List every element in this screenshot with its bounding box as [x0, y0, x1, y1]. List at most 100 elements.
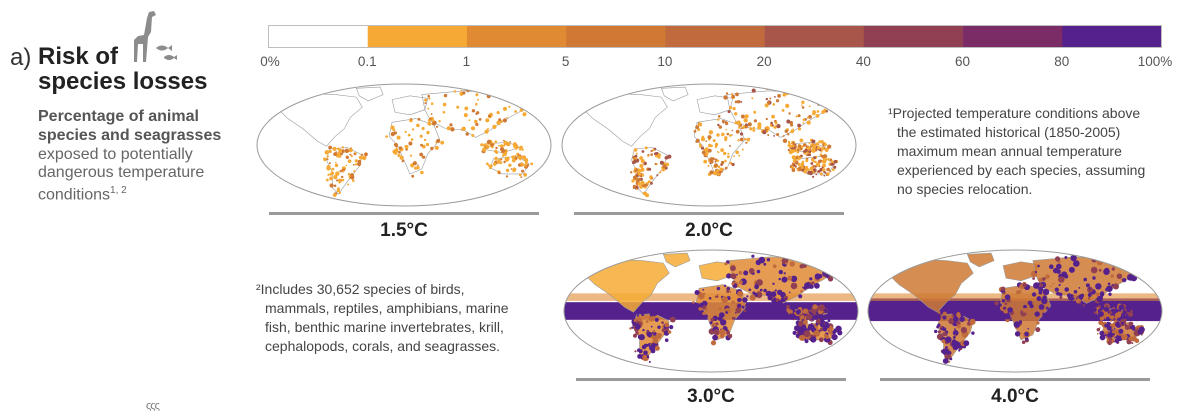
exposure-patch: [1001, 299, 1006, 303]
exposure-patch: [709, 170, 714, 175]
colorbar-tick-label: 60: [955, 54, 971, 69]
exposure-patch: [733, 155, 735, 157]
exposure-patch: [777, 289, 783, 295]
exposure-patch: [814, 282, 820, 289]
exposure-patch: [390, 132, 395, 137]
continent-greenland: [966, 252, 995, 268]
exposure-patch: [705, 308, 708, 312]
exposure-patch: [719, 328, 726, 336]
exposure-patch: [342, 170, 345, 173]
exposure-patch: [742, 125, 746, 129]
exposure-patch: [698, 306, 703, 311]
exposure-patch: [792, 142, 795, 144]
exposure-patch: [494, 156, 498, 161]
exposure-patch: [798, 294, 803, 299]
exposure-patch: [1037, 264, 1040, 268]
exposure-patch: [521, 148, 524, 151]
exposure-patch: [716, 133, 720, 137]
exposure-patch: [1128, 321, 1133, 327]
exposure-patch: [653, 314, 656, 317]
exposure-patch: [811, 139, 816, 144]
exposure-patch: [826, 172, 830, 176]
exposure-patch: [700, 137, 706, 142]
exposure-patch: [718, 125, 722, 129]
exposure-patch: [1131, 326, 1136, 331]
exposure-patch: [971, 331, 975, 335]
exposure-patch: [784, 297, 787, 300]
map-baseline: [574, 212, 844, 215]
exposure-patch: [946, 351, 950, 355]
exposure-patch: [1118, 306, 1122, 310]
exposure-patch: [790, 123, 794, 127]
exposure-patch: [648, 360, 651, 363]
footnote-1-line1: ¹Projected temperature conditions above: [888, 105, 1141, 121]
exposure-patch: [1139, 263, 1144, 268]
exposure-patch: [509, 94, 513, 98]
exposure-patch: [748, 268, 755, 274]
exposure-patch: [708, 297, 712, 300]
exposure-patch: [807, 146, 811, 150]
exposure-patch: [777, 300, 783, 307]
exposure-patch: [631, 161, 635, 165]
exposure-patch: [727, 152, 730, 155]
exposure-patch: [404, 144, 409, 149]
exposure-patch: [506, 116, 508, 119]
exposure-patch: [803, 169, 807, 174]
exposure-patch: [815, 142, 820, 146]
exposure-patch: [350, 147, 352, 149]
colorbar-segment: [665, 25, 765, 48]
exposure-patch: [1128, 336, 1133, 341]
exposure-patch: [744, 114, 749, 119]
exposure-patch: [642, 328, 645, 332]
exposure-patch: [636, 177, 641, 182]
exposure-patch: [838, 101, 842, 104]
exposure-patch: [960, 319, 964, 322]
exposure-patch: [669, 325, 674, 330]
exposure-patch: [730, 93, 733, 96]
exposure-patch: [342, 150, 345, 154]
exposure-patch: [751, 254, 755, 258]
exposure-patch: [470, 126, 476, 131]
exposure-patch: [357, 159, 362, 164]
exposure-patch: [482, 147, 487, 152]
exposure-patch: [649, 345, 655, 351]
exposure-patch: [1099, 334, 1106, 341]
exposure-patch: [956, 324, 961, 329]
exposure-patch: [511, 155, 515, 159]
exposure-patch: [1019, 332, 1022, 335]
exposure-patch: [326, 164, 331, 170]
exposure-patch: [738, 154, 741, 157]
exposure-patch: [808, 142, 811, 145]
exposure-patch: [426, 130, 430, 135]
exposure-patch: [1118, 328, 1124, 334]
exposure-patch: [772, 282, 775, 285]
exposure-patch: [724, 166, 728, 170]
exposure-patch: [631, 179, 635, 183]
exposure-patch: [754, 284, 759, 290]
exposure-patch: [1108, 337, 1113, 341]
exposure-patch: [771, 124, 774, 127]
exposure-patch: [644, 183, 648, 187]
exposure-patch: [500, 158, 503, 161]
exposure-patch: [639, 163, 644, 168]
exposure-patch: [714, 163, 718, 168]
colorbar: [268, 25, 1162, 48]
exposure-patch: [725, 92, 729, 95]
exposure-patch: [795, 156, 799, 159]
exposure-patch: [361, 153, 364, 156]
exposure-patch: [461, 126, 466, 131]
exposure-patch: [773, 125, 777, 129]
exposure-patch: [714, 145, 718, 148]
exposure-patch: [778, 277, 781, 281]
exposure-patch: [942, 311, 947, 316]
exposure-patch: [783, 272, 786, 275]
exposure-patch: [505, 156, 510, 161]
exposure-patch: [335, 171, 340, 176]
exposure-patch: [701, 150, 706, 155]
exposure-patch: [339, 170, 342, 173]
exposure-patch: [498, 171, 501, 175]
exposure-patch: [698, 302, 704, 308]
exposure-patch: [1038, 290, 1043, 295]
exposure-patch: [942, 315, 947, 320]
exposure-patch: [1078, 302, 1081, 305]
